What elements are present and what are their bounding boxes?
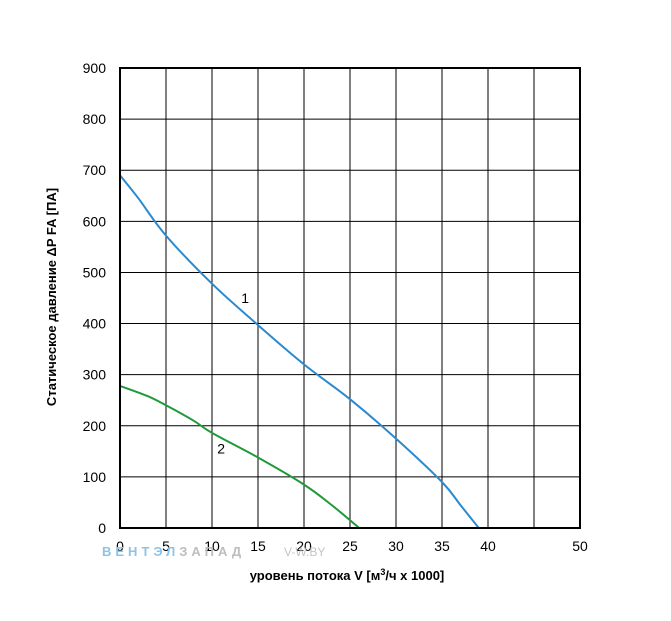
y-tick-label: 600 [83,213,107,229]
y-tick-label: 200 [83,418,107,434]
x-tick-label: 20 [296,538,312,554]
x-tick-label: 15 [250,538,266,554]
x-tick-labels: 0 5 10 15 20 25 30 35 40 50 [116,538,588,554]
x-tick-label: 5 [162,538,170,554]
watermark-brand-part1: ВЕНТЭЛ [102,544,179,559]
x-tick-label: 0 [116,538,124,554]
x-tick-label: 25 [342,538,358,554]
y-tick-label: 0 [98,520,106,536]
x-tick-label: 35 [434,538,450,554]
series-line-2 [119,384,360,529]
series-label-2: 2 [217,440,225,456]
y-tick-label: 500 [83,264,107,280]
y-axis-label: Статическое давление ΔP FA [ПА] [44,188,59,406]
x-tick-label: 40 [480,538,496,554]
series-line-1 [119,174,480,529]
curves: 12 [119,174,480,529]
watermark: ВЕНТЭЛЗАПАД V-W.BY [102,544,325,559]
watermark-brand-part2: ЗАПАД [179,544,245,559]
y-tick-label: 700 [83,162,107,178]
y-tick-label: 900 [83,60,107,76]
series-label-1: 1 [241,290,249,306]
y-tick-label: 400 [83,316,107,332]
x-axis-label: уровень потока V [м3/ч x 1000] [250,567,445,583]
y-tick-label: 800 [83,111,107,127]
y-tick-labels: 0 100 200 300 400 500 600 700 800 900 [83,60,107,536]
x-tick-label: 30 [388,538,404,554]
svg-text:ВЕНТЭЛЗАПАД: ВЕНТЭЛЗАПАД [102,544,245,559]
x-tick-label: 50 [572,538,588,554]
plot-frame [119,67,581,529]
x-tick-label: 10 [204,538,220,554]
y-tick-label: 300 [83,367,107,383]
y-tick-label: 100 [83,469,107,485]
grid-lines [120,68,580,528]
watermark-site: V-W.BY [284,545,325,559]
